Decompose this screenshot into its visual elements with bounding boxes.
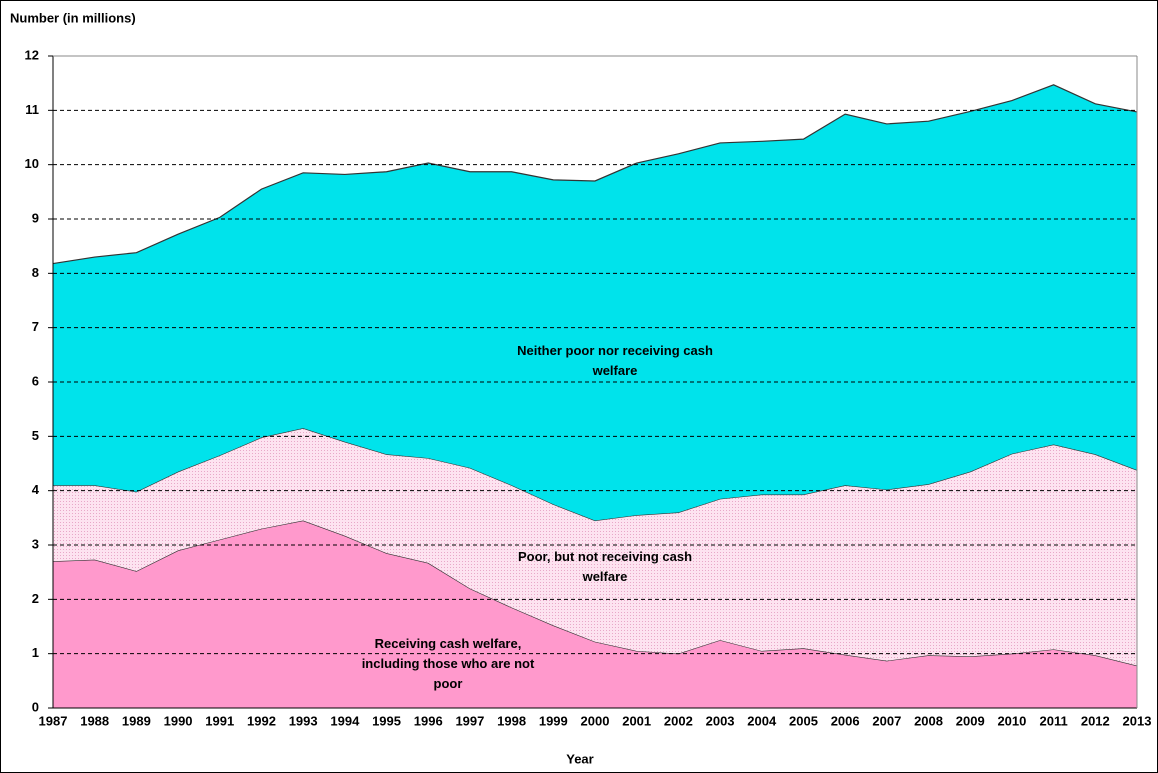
x-tick-label: 1990 (164, 713, 193, 728)
x-tick-label: 2004 (747, 713, 777, 728)
label-line: including those who are not (362, 656, 535, 671)
label-line: Neither poor nor receiving cash (517, 343, 713, 358)
x-tick-label: 2001 (622, 713, 651, 728)
area (53, 520, 1137, 708)
x-tick-label: 2000 (581, 713, 610, 728)
label-line: poor (434, 676, 463, 691)
label-line: welfare (592, 363, 638, 378)
x-tick-label: 1993 (289, 713, 318, 728)
x-tick-label: 1994 (330, 713, 360, 728)
y-tick-label: 2 (32, 591, 39, 606)
y-tick-label: 0 (32, 699, 39, 714)
y-axis-label: Number (in millions) (10, 10, 136, 25)
x-tick-label: 2006 (831, 713, 860, 728)
label-line: Receiving cash welfare, (375, 636, 522, 651)
y-tick-label: 6 (32, 373, 39, 388)
y-tick-label: 1 (32, 645, 39, 660)
x-tick-label: 1997 (455, 713, 484, 728)
y-tick-label: 4 (32, 482, 40, 497)
y-tick-label: 5 (32, 428, 39, 443)
x-tick-label: 1992 (247, 713, 276, 728)
area-edge (52, 84, 1138, 265)
label-line: welfare (582, 569, 628, 584)
x-tick-label: 2003 (706, 713, 735, 728)
x-axis-label: Year (566, 751, 593, 766)
y-tick-label: 9 (32, 210, 39, 225)
y-tick-label: 8 (32, 265, 39, 280)
series-label: Poor, but not receiving cash welfare (518, 549, 692, 584)
x-tick-label: 1991 (205, 713, 234, 728)
x-tick-label: 2007 (872, 713, 901, 728)
x-tick-label: 2011 (1040, 713, 1068, 728)
x-tick-label: 1996 (414, 713, 443, 728)
x-tick-label: 1999 (539, 713, 568, 728)
series-label: Receiving cash welfare, including those w… (362, 636, 535, 691)
series-label: Neither poor nor receiving cash welfare (517, 343, 713, 378)
x-tick-label: 1987 (39, 713, 68, 728)
x-tick-label: 2010 (997, 713, 1026, 728)
x-tick-label: 1988 (80, 713, 109, 728)
x-tick-label: 2012 (1081, 713, 1110, 728)
y-tick-label: 10 (25, 156, 39, 171)
x-tick-label: 1989 (122, 713, 151, 728)
x-tick-label: 2005 (789, 713, 818, 728)
x-tick-label: 1995 (372, 713, 401, 728)
y-tick-label: 11 (25, 102, 39, 117)
x-tick-label: 2009 (956, 713, 985, 728)
y-tick-label: 7 (32, 319, 39, 334)
label-line: Poor, but not receiving cash (518, 549, 692, 564)
x-tick-label: 2008 (914, 713, 943, 728)
y-tick-label: 12 (25, 47, 39, 62)
x-tick-label: 1998 (497, 713, 526, 728)
area (53, 84, 1137, 521)
x-tick-label: 2002 (664, 713, 693, 728)
x-tick-label: 2013 (1123, 713, 1152, 728)
y-tick-label: 3 (32, 536, 39, 551)
